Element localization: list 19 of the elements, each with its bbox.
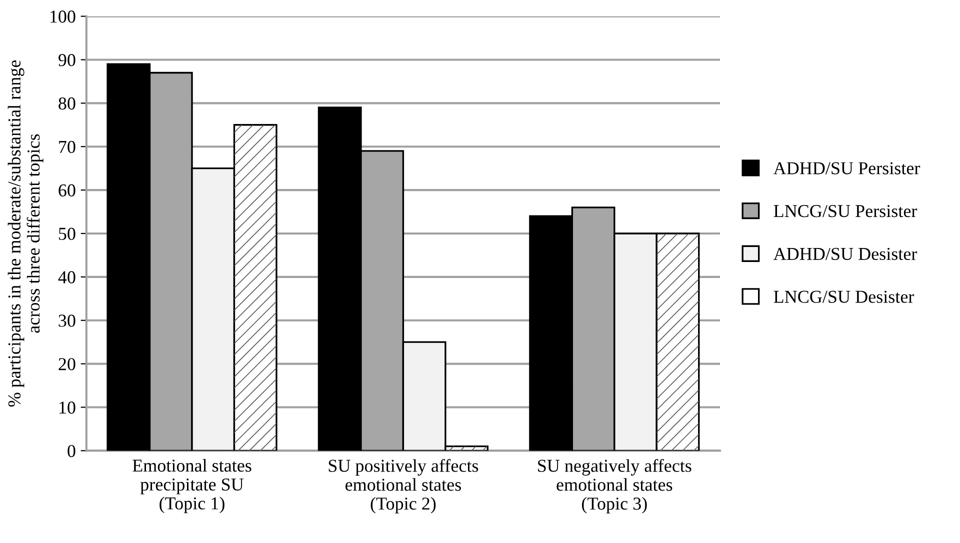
y-tick-label: 80	[58, 97, 76, 110]
y-tick-label: 70	[59, 140, 76, 154]
legend-label: ADHD/SU Desister	[773, 248, 918, 260]
x-tick-label: SU positively affects emotional states (Topic 2)	[328, 459, 478, 514]
y-tick-label: 50	[58, 228, 76, 240]
y-tick-label: 20	[58, 358, 76, 370]
y-tick-label: 30	[58, 314, 76, 327]
x-tick-label: SU negatively affects emotional states (Topic 3)	[538, 459, 692, 514]
y-axis-title: % participants in the moderate/substantial range across three different topics	[8, 60, 44, 407]
legend-label: LNCG/SU Desister	[774, 290, 914, 303]
y-tick-label: 10	[60, 402, 76, 414]
legend-label: LNCG/SU Persister	[774, 205, 918, 218]
x-tick-label: Emotional states precipitate SU (Topic 1)	[132, 459, 252, 514]
legend-label: ADHD/SU Persister	[773, 162, 920, 174]
y-tick-label: 60	[58, 184, 76, 196]
y-tick-label: 90	[58, 54, 76, 66]
y-tick-label: 100	[50, 10, 76, 23]
y-tick-label: 0	[68, 444, 76, 458]
y-tick-label: 40	[58, 271, 76, 284]
